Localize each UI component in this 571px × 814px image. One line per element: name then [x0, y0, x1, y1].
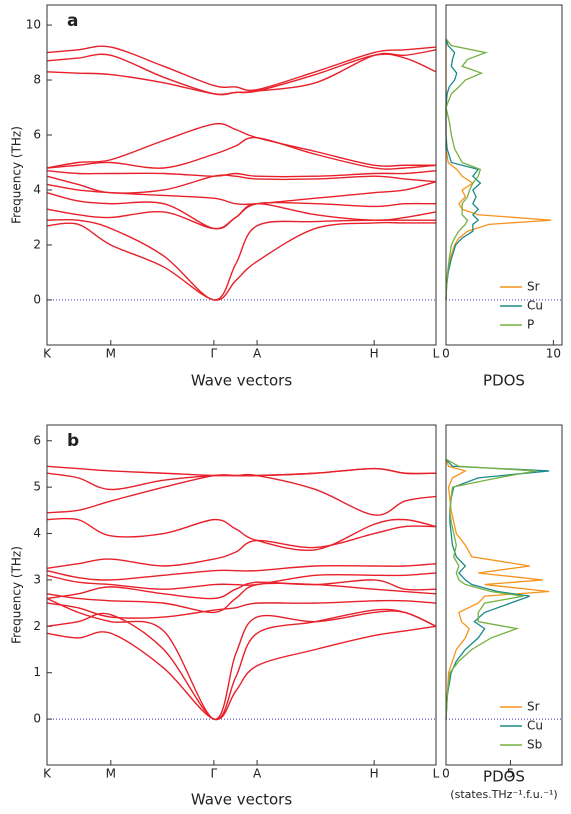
x-tick-label: K — [43, 347, 52, 361]
band-line — [46, 582, 437, 614]
x-axis-label: PDOS — [483, 372, 525, 390]
x-tick-label: K — [43, 767, 52, 781]
band-line — [46, 174, 437, 194]
y-tick-label: 1 — [33, 665, 41, 679]
x-tick-label: H — [370, 347, 379, 361]
x-tick-label: A — [253, 347, 262, 361]
y-tick-label: 3 — [33, 572, 41, 586]
x-axis-label: Wave vectors — [191, 372, 293, 390]
pdos-line — [445, 38, 489, 300]
band-line — [46, 170, 437, 178]
legend-label: Sr — [527, 280, 540, 294]
axes-frame — [46, 4, 437, 346]
x-tick-label: M — [106, 767, 116, 781]
pdos-line — [445, 38, 552, 300]
y-tick-label: 10 — [26, 18, 41, 32]
x-axis-label: Wave vectors — [191, 791, 293, 809]
band-line — [46, 599, 437, 619]
panel-label: a — [67, 11, 78, 31]
band-line — [46, 572, 437, 590]
y-tick-label: 6 — [33, 128, 41, 142]
pdos-line — [445, 458, 550, 720]
band-line — [46, 597, 437, 720]
band-line — [46, 465, 437, 477]
band-line — [46, 122, 436, 169]
y-tick-label: 2 — [33, 237, 41, 251]
legend-label: Sb — [527, 738, 542, 752]
band-line — [46, 525, 437, 570]
band-line — [46, 49, 437, 96]
band-line — [46, 562, 437, 581]
y-axis-label: Frequency (THz) — [10, 126, 24, 224]
legend-label: Cu — [527, 719, 543, 733]
band-line — [46, 625, 437, 721]
x-tick-label: A — [253, 767, 262, 781]
legend-label: P — [527, 318, 534, 332]
y-axis-label: Frequency (THz) — [10, 546, 24, 644]
axes-frame — [445, 4, 563, 346]
band-line — [46, 579, 437, 600]
x-tick-label: H — [370, 767, 379, 781]
y-tick-label: 4 — [33, 182, 41, 196]
x-tick-label: 5 — [507, 767, 515, 781]
y-tick-label: 6 — [33, 433, 41, 447]
y-tick-label: 5 — [33, 480, 41, 494]
x-tick-label: Γ — [211, 767, 218, 781]
band-line — [46, 467, 437, 491]
y-tick-label: 4 — [33, 526, 41, 540]
axes-frame — [46, 424, 437, 766]
x-tick-label: L — [433, 767, 440, 781]
x-tick-label: 0 — [442, 347, 450, 361]
band-line — [46, 221, 436, 301]
x-axis-label: PDOS — [483, 768, 525, 786]
legend-label: Cu — [527, 299, 543, 313]
band-line — [46, 45, 437, 92]
legend-label: Sr — [527, 700, 540, 714]
pdos-line — [445, 459, 550, 720]
y-tick-label: 0 — [33, 292, 41, 306]
band-line — [46, 181, 437, 206]
pdos-line — [445, 458, 537, 720]
band-line — [46, 136, 437, 170]
x-tick-label: L — [433, 347, 440, 361]
band-line — [46, 517, 437, 551]
y-tick-label: 0 — [33, 712, 41, 726]
y-tick-label: 8 — [33, 73, 41, 87]
pdos-line — [445, 38, 482, 300]
band-line — [46, 203, 437, 230]
band-line — [46, 218, 436, 301]
axes-frame — [445, 424, 563, 766]
band-line — [46, 608, 437, 720]
band-line — [46, 192, 437, 230]
band-line — [46, 473, 437, 516]
x-tick-label: M — [106, 347, 116, 361]
x-tick-label: 0 — [442, 767, 450, 781]
panel-label: b — [67, 431, 79, 451]
x-axis-unit: (states.THz⁻¹.f.u.⁻¹) — [450, 788, 557, 801]
x-tick-label: 10 — [546, 347, 561, 361]
x-tick-label: Γ — [211, 347, 218, 361]
y-tick-label: 2 — [33, 619, 41, 633]
